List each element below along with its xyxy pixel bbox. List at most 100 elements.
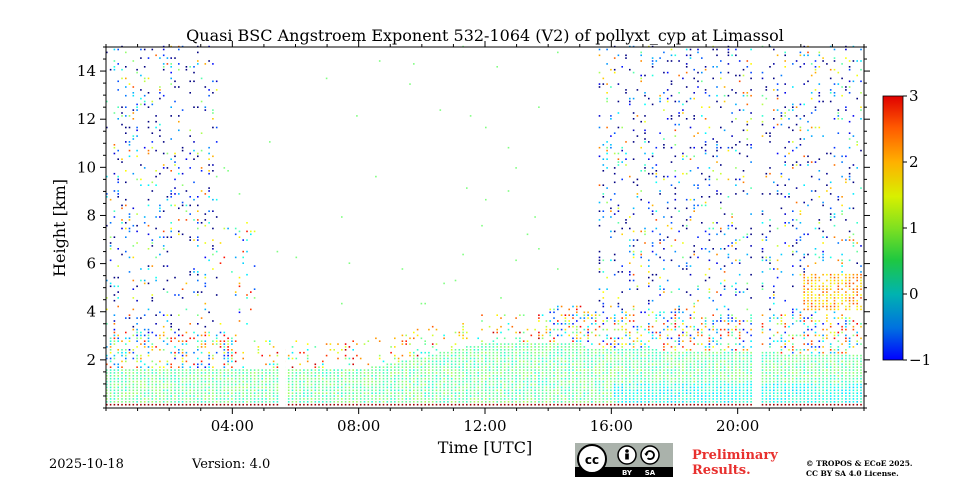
heatmap-cell	[435, 349, 438, 351]
heatmap-cell	[170, 389, 172, 392]
heatmap-cell	[682, 242, 684, 244]
heatmap-cell	[128, 372, 131, 374]
heatmap-cell	[674, 250, 677, 253]
heatmap-cell	[181, 403, 184, 406]
heatmap-cell	[390, 366, 392, 368]
heatmap-cell	[197, 346, 199, 348]
heatmap-cell	[682, 389, 684, 392]
heatmap-cell	[583, 366, 586, 368]
heatmap-cell	[462, 380, 464, 383]
heatmap-cell	[610, 86, 612, 88]
heatmap-cell	[651, 372, 654, 374]
heatmap-cell	[519, 337, 521, 340]
heatmap-cell	[522, 360, 525, 363]
heatmap-cell	[549, 380, 551, 383]
heatmap-cell	[704, 144, 707, 146]
heatmap-cell	[155, 383, 157, 386]
heatmap-cell	[549, 369, 551, 371]
heatmap-cell	[231, 271, 233, 273]
heatmap-cell	[659, 363, 661, 366]
heatmap-cell	[617, 386, 620, 389]
heatmap-cell	[443, 337, 445, 340]
heatmap-cell	[132, 118, 135, 120]
heatmap-cell	[371, 398, 373, 400]
heatmap-cell	[424, 366, 426, 368]
heatmap-cell	[682, 377, 684, 380]
heatmap-cell	[215, 398, 218, 400]
heatmap-cell	[606, 158, 608, 160]
heatmap-cell	[704, 323, 707, 325]
heatmap-cell	[166, 377, 169, 380]
heatmap-cell	[682, 357, 684, 360]
heatmap-cell	[613, 366, 616, 368]
heatmap-cell	[716, 253, 718, 256]
heatmap-cell	[621, 395, 623, 397]
heatmap-cell	[712, 380, 714, 383]
heatmap-cell	[659, 331, 661, 334]
heatmap-cell	[553, 311, 555, 314]
heatmap-cell	[204, 331, 207, 334]
heatmap-cell	[723, 386, 726, 389]
heatmap-cell	[613, 152, 616, 155]
heatmap-cell	[155, 115, 157, 117]
heatmap-cell	[541, 389, 544, 392]
heatmap-cell	[431, 366, 434, 368]
heatmap-cell	[613, 71, 616, 74]
heatmap-cell	[223, 346, 226, 348]
heatmap-cell	[727, 196, 730, 198]
heatmap-cell	[318, 392, 320, 394]
heatmap-cell	[443, 377, 445, 380]
heatmap-cell	[629, 288, 631, 290]
heatmap-cell	[720, 207, 722, 210]
heatmap-cell	[636, 395, 639, 397]
heatmap-cell	[439, 403, 442, 406]
heatmap-cell	[253, 389, 256, 392]
heatmap-cell	[170, 314, 172, 316]
heatmap-cell	[162, 68, 165, 71]
heatmap-cell	[348, 375, 351, 377]
heatmap-cell	[390, 346, 392, 348]
heatmap-cell	[765, 132, 768, 134]
heatmap-cell	[291, 372, 294, 374]
heatmap-cell	[151, 389, 154, 392]
heatmap-cell	[208, 259, 210, 262]
heatmap-cell	[591, 389, 593, 392]
heatmap-cell	[181, 334, 184, 337]
heatmap-cell	[545, 331, 548, 334]
heatmap-cell	[390, 383, 392, 386]
heatmap-cell	[162, 63, 165, 65]
heatmap-cell	[594, 360, 597, 363]
heatmap-cell	[219, 375, 222, 377]
heatmap-cell	[553, 357, 555, 360]
heatmap-cell	[621, 126, 623, 129]
heatmap-cell	[147, 401, 150, 403]
heatmap-cell	[325, 380, 328, 383]
heatmap-cell	[306, 372, 309, 374]
heatmap-cell	[651, 230, 654, 233]
heatmap-cell	[189, 92, 191, 94]
heatmap-cell	[155, 170, 157, 172]
heatmap-cell	[640, 340, 642, 342]
heatmap-cell	[549, 403, 551, 406]
heatmap-cell	[189, 129, 191, 132]
heatmap-cell	[390, 398, 392, 400]
heatmap-cell	[507, 369, 510, 371]
heatmap-cell	[674, 144, 677, 146]
heatmap-cell	[242, 262, 244, 264]
heatmap-cell	[443, 398, 445, 400]
heatmap-cell	[231, 349, 233, 351]
heatmap-cell	[496, 369, 498, 371]
heatmap-cell	[496, 349, 498, 351]
heatmap-cell	[140, 178, 142, 181]
heatmap-cell	[409, 354, 411, 357]
heatmap-cell	[629, 401, 631, 403]
heatmap-cell	[651, 366, 654, 368]
heatmap-cell	[515, 386, 517, 389]
heatmap-cell	[530, 366, 533, 368]
heatmap-cell	[549, 320, 551, 322]
heatmap-cell	[117, 196, 119, 198]
heatmap-cell	[117, 89, 119, 91]
heatmap-cell	[469, 366, 472, 368]
heatmap-cell	[189, 66, 191, 68]
heatmap-cell	[287, 375, 290, 377]
